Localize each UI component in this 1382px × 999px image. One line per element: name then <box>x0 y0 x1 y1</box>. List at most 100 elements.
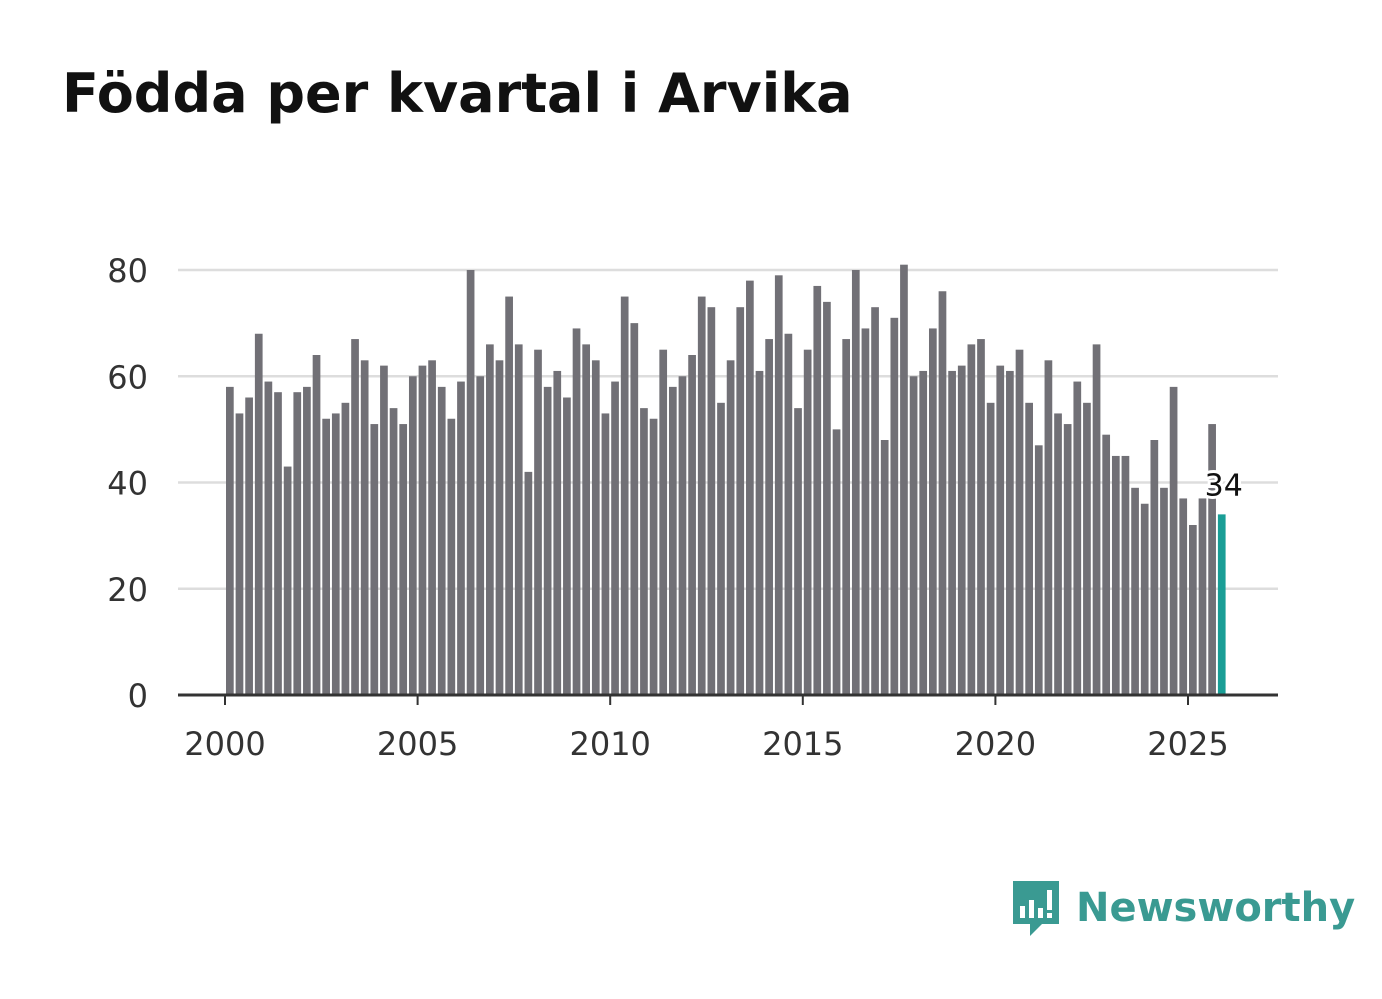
bar <box>1131 487 1139 695</box>
bar <box>1189 525 1197 695</box>
bar <box>668 386 677 695</box>
bar <box>1160 487 1168 695</box>
bar <box>630 323 639 695</box>
bar <box>312 355 321 695</box>
y-tick-label: 20 <box>107 571 148 609</box>
bar <box>245 397 253 695</box>
highlight-value-label: 34 <box>1205 468 1243 503</box>
bar <box>977 339 985 695</box>
bar <box>1208 424 1216 695</box>
bar <box>1092 344 1101 695</box>
bar <box>746 280 754 695</box>
bar <box>418 365 427 695</box>
axes <box>178 693 1278 705</box>
bar <box>678 376 687 695</box>
bar-highlight <box>1217 514 1226 695</box>
y-tick-label: 60 <box>107 358 148 396</box>
bar <box>890 317 899 695</box>
bar <box>476 376 485 695</box>
bars <box>226 264 1226 695</box>
bar <box>717 402 725 695</box>
bar <box>967 344 976 695</box>
bar <box>563 397 571 695</box>
newsworthy-icon <box>1013 881 1059 936</box>
x-tick-label: 2000 <box>184 725 265 763</box>
bar <box>1102 434 1111 695</box>
bar <box>871 307 879 695</box>
bar <box>938 291 947 695</box>
x-tick-label: 2025 <box>1147 725 1228 763</box>
bar <box>726 360 735 695</box>
bar <box>909 376 918 695</box>
bar <box>351 339 359 695</box>
x-tick-label: 2015 <box>762 725 843 763</box>
bar <box>399 424 408 695</box>
bar <box>736 307 745 695</box>
y-tick-label: 80 <box>107 252 148 290</box>
bar <box>1179 498 1188 695</box>
bar <box>360 360 369 695</box>
bar <box>640 408 648 695</box>
bar <box>235 413 244 695</box>
bar <box>1169 386 1178 695</box>
bar <box>842 339 851 695</box>
bar <box>1111 455 1120 695</box>
bar <box>1083 402 1091 695</box>
bar <box>794 408 802 695</box>
bar <box>957 365 966 695</box>
bar <box>832 429 841 695</box>
x-tick-label: 2010 <box>569 725 650 763</box>
bar <box>601 413 610 695</box>
bar <box>293 392 302 695</box>
bar <box>1140 503 1149 695</box>
bar <box>543 386 552 695</box>
bar <box>437 386 446 695</box>
bar <box>303 386 311 695</box>
bar <box>774 275 783 695</box>
labels: 0 20 40 60 80 2000 2005 2010 2015 2020 2025 34 <box>107 252 1246 763</box>
bar <box>322 418 331 695</box>
bar <box>331 413 340 695</box>
x-tick-label: 2020 <box>955 725 1036 763</box>
bar <box>919 370 928 695</box>
bar <box>428 360 436 695</box>
bar <box>534 349 542 695</box>
bar <box>591 360 600 695</box>
bar <box>948 370 956 695</box>
bar <box>226 386 234 695</box>
bar <box>1044 360 1053 695</box>
bar <box>572 328 581 695</box>
bar <box>649 418 658 695</box>
bar <box>495 360 504 695</box>
bar <box>1073 381 1082 695</box>
bar <box>274 392 282 695</box>
bar <box>813 285 822 695</box>
bar <box>447 418 456 695</box>
bar <box>1034 445 1043 695</box>
bar <box>457 381 465 695</box>
bar <box>389 408 398 695</box>
bar <box>1150 440 1159 695</box>
bar <box>1121 455 1130 695</box>
bar <box>553 370 562 695</box>
bar <box>1006 370 1014 695</box>
bar <box>1063 424 1072 695</box>
x-tick-label: 2005 <box>377 725 458 763</box>
bar <box>254 333 263 695</box>
bar <box>341 402 350 695</box>
bar <box>765 339 773 695</box>
bar <box>1015 349 1024 695</box>
y-tick-label: 40 <box>107 465 148 503</box>
bar <box>755 370 764 695</box>
y-tick-label: 0 <box>128 677 148 715</box>
bar <box>283 466 292 695</box>
bar <box>861 328 870 695</box>
bar <box>582 344 591 695</box>
bar <box>514 344 523 695</box>
bar <box>1198 498 1207 695</box>
chart-title: Födda per kvartal i Arvika <box>62 62 853 125</box>
bar <box>1025 402 1033 695</box>
bar <box>880 440 889 695</box>
bar <box>688 355 696 695</box>
